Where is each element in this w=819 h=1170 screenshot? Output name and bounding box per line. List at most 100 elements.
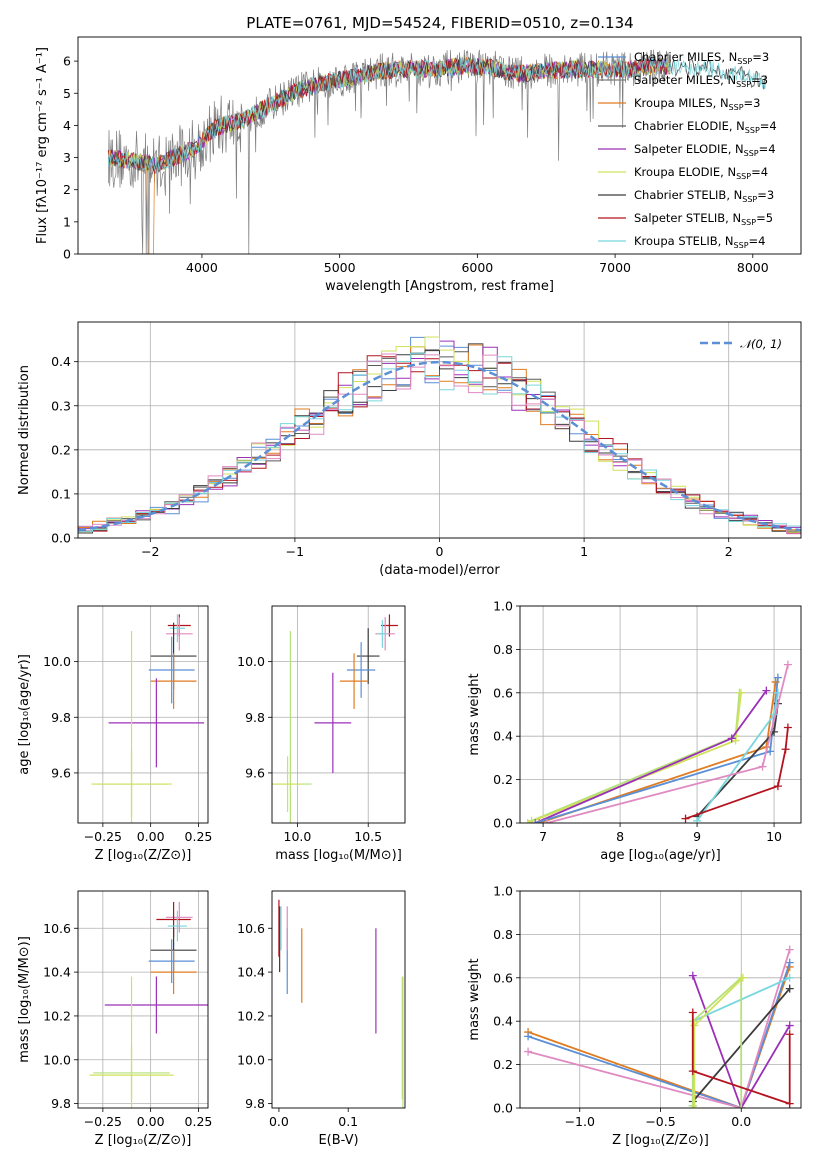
x-tick-label: 0.00 — [137, 1114, 165, 1129]
weight-marker — [688, 971, 697, 980]
weight-marker — [523, 819, 532, 823]
y-tick-label: 10.4 — [43, 965, 71, 980]
weight-marker — [785, 984, 794, 993]
axes-frame — [271, 890, 406, 1109]
weight-marker — [693, 816, 702, 823]
weight-marker — [738, 973, 747, 982]
x-axis-label: Z [log₁₀(Z/Z⊙)] — [612, 1133, 709, 1148]
y-tick-label: 3 — [63, 150, 71, 165]
y-tick-label: 1.0 — [493, 884, 513, 899]
y-tick-label: 2 — [63, 182, 71, 197]
weight-marker — [736, 688, 745, 697]
y-axis-label: age [log₁₀(age/yr)] — [17, 654, 32, 775]
weight-marker — [783, 660, 792, 669]
panel-weight-vs-age: 7 8 9 10 0.0 0.2 0.4 0.6 0.8 1.0 age [log₁₀(age/yr… — [467, 599, 802, 863]
panel-age-vs-mass: 10.0 10.5 9.6 9.8 10.0 mass [log₁₀(M/M⊙)] — [237, 605, 406, 863]
y-tick-label: 0.2 — [493, 772, 513, 787]
y-tick-label: 0.6 — [493, 970, 513, 985]
y-tick-label: 0.4 — [493, 729, 513, 744]
y-tick-label: 0.0 — [493, 816, 513, 831]
errorbar-point — [169, 614, 186, 643]
spectrum-legend: Chabrier MILES, NSSP=3 Salpeter MILES, NS… — [598, 50, 777, 250]
errorbar-point — [165, 617, 193, 651]
axes-frame — [77, 605, 209, 824]
legend-label: Chabrier MILES, NSSP=3 — [634, 50, 769, 66]
errorbar-point — [150, 653, 197, 709]
y-tick-label: 9.8 — [51, 710, 71, 725]
x-axis-label: Z [log₁₀(Z/Z⊙)] — [95, 848, 192, 863]
weight-marker — [785, 1021, 794, 1030]
axes-frame — [519, 605, 802, 824]
y-tick-label: 9.6 — [51, 765, 71, 780]
y-tick-label: 10.4 — [237, 965, 265, 980]
weight-series-line — [527, 949, 791, 1108]
y-tick-label: 0.4 — [51, 354, 71, 369]
x-tick-label: −1 — [286, 544, 304, 559]
x-tick-label: 0.25 — [185, 1114, 213, 1129]
plot-area-weight-vs-Z — [524, 945, 794, 1108]
errorbar-point — [380, 614, 398, 637]
y-tick-label: 0.6 — [493, 685, 513, 700]
y-tick-label: 10.0 — [43, 1052, 71, 1067]
panel-age-vs-Z: −0.25 0.00 0.25 9.6 9.8 10.0 Z [log₁₀(Z/Z⊙)] ag… — [17, 605, 212, 863]
x-axis-label: E(B-V) — [318, 1133, 358, 1148]
y-tick-label: 9.6 — [245, 765, 265, 780]
errorbar-point — [339, 653, 369, 709]
weight-marker — [727, 734, 736, 743]
weight-marker — [681, 814, 690, 823]
panel-weight-vs-Z: −1.0 −0.5 0.0 0.0 0.2 0.4 0.6 0.8 1.0 Z [log₁₀(Z/… — [467, 884, 802, 1148]
weight-series-line — [527, 966, 791, 1108]
x-tick-label: 9 — [693, 829, 701, 844]
x-tick-label: −2 — [141, 544, 159, 559]
weight-marker — [688, 1067, 697, 1076]
weight-marker — [783, 723, 792, 732]
y-tick-label: 0.2 — [493, 1057, 513, 1072]
x-tick-label: 7000 — [599, 260, 631, 275]
gaussian-curve — [78, 360, 801, 532]
x-tick-label: 0.0 — [731, 1114, 751, 1129]
weight-marker — [737, 1104, 746, 1108]
x-tick-label: 0.00 — [137, 829, 165, 844]
weight-marker — [524, 1047, 533, 1056]
y-tick-label: 10.0 — [43, 654, 71, 669]
legend-label: Chabrier ELODIE, NSSP=4 — [634, 119, 777, 135]
axes-frame — [271, 605, 406, 824]
y-tick-label: 10.6 — [43, 921, 71, 936]
errorbar-point — [165, 901, 193, 933]
plot-area-weight-vs-age — [523, 660, 792, 823]
x-tick-label: 1 — [580, 544, 588, 559]
errorbar-point — [346, 642, 376, 698]
y-tick-label: 9.8 — [245, 1096, 265, 1111]
weight-marker — [766, 747, 775, 756]
axes-frame — [77, 36, 802, 255]
plot-area-residuals — [78, 336, 801, 535]
weight-marker — [773, 673, 782, 682]
errorbar-point — [273, 756, 302, 812]
x-axis-label: Z [log₁₀(Z/Z⊙)] — [95, 1133, 192, 1148]
weight-series-line — [691, 1012, 791, 1105]
errorbar-point — [104, 976, 208, 1034]
x-tick-label: 8000 — [737, 260, 769, 275]
errorbar-point — [89, 976, 174, 1108]
plot-area-age-vs-mass — [272, 614, 398, 823]
spectrum-model-line — [108, 57, 767, 173]
weight-marker — [762, 686, 771, 695]
errorbar-point — [148, 636, 195, 704]
y-tick-label: 1 — [63, 214, 71, 229]
x-tick-label: 4000 — [186, 260, 218, 275]
weight-marker — [542, 819, 551, 823]
x-tick-label: 7 — [539, 829, 547, 844]
y-axis-label: mass weight — [467, 673, 482, 755]
weight-series-line — [685, 727, 789, 820]
x-axis-label: (data-model)/error — [379, 563, 500, 578]
y-tick-label: 0.0 — [493, 1101, 513, 1116]
x-tick-label: 8 — [616, 829, 624, 844]
weight-marker — [688, 1008, 697, 1017]
y-axis-label: mass [log₁₀(M/M⊙)] — [17, 936, 32, 1063]
axes-frame — [77, 890, 209, 1109]
weight-marker — [785, 973, 794, 982]
y-axis-label: Flux [fλ10⁻¹⁷ erg cm⁻² s⁻¹ A⁻¹] — [35, 47, 50, 244]
x-tick-label: 6000 — [461, 260, 493, 275]
weight-marker — [531, 819, 540, 823]
